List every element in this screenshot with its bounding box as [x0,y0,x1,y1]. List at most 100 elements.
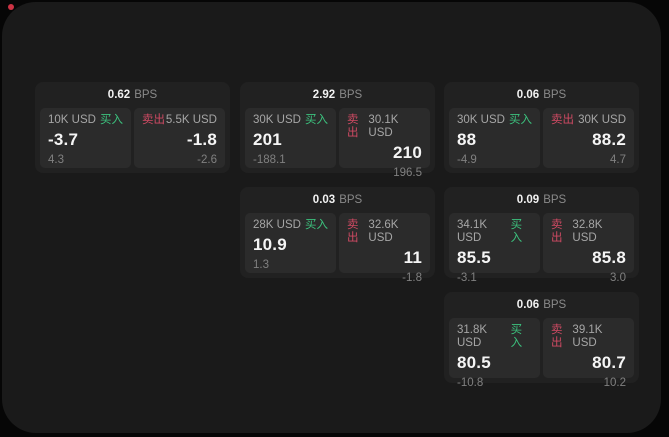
bps-value: 0.09 [516,194,540,206]
buy-notional: 30K USD [253,114,301,126]
bps-unit-label: BPS [339,194,363,206]
buy-delta: -3.1 [457,272,477,284]
card-header: 0.06 BPS [444,292,639,318]
bps-unit-label: BPS [543,89,567,101]
sell-side-label: 卖出 [551,114,574,126]
sell-tile-header: 卖出 30K USD [551,114,626,127]
buy-delta: -4.9 [457,154,477,166]
sell-tile[interactable]: 卖出 30K USD 88.2 4.7 [543,108,634,168]
bps-value: 0.03 [312,194,336,206]
card-header: 2.92 BPS [240,82,435,108]
buy-tile[interactable]: 10K USD 买入 -3.7 4.3 [40,108,131,168]
buy-tile-header: 34.1K USD 买入 [457,219,532,245]
buy-delta: -10.8 [457,377,484,389]
buy-notional: 28K USD [253,219,301,231]
sell-notional: 32.6K USD [368,219,399,244]
recording-indicator-dot [8,4,14,10]
bps-unit-label: BPS [134,89,158,101]
sell-price: -1.8 [186,130,217,149]
sell-delta: 10.2 [603,377,626,389]
buy-price: 201 [253,130,282,149]
sell-tile[interactable]: 卖出 32.8K USD 85.8 3.0 [543,213,634,284]
card-header: 0.06 BPS [444,82,639,108]
sell-side-label: 卖出 [551,324,563,349]
sell-delta: 4.7 [610,154,626,166]
sell-delta: 196.5 [393,167,422,179]
sell-notional: 30K USD [578,114,626,126]
sell-price: 210 [393,143,422,162]
buy-price: 88 [457,130,477,149]
sell-notional: 30.1K USD [368,114,399,139]
buy-price: 10.9 [253,235,287,254]
sell-tile-header: 卖出 30.1K USD [347,114,422,140]
sell-tile-header: 卖出 32.8K USD [551,219,626,245]
sell-tile[interactable]: 卖出 32.6K USD 11 -1.8 [339,213,430,284]
card-header: 0.09 BPS [444,187,639,213]
sell-price: 85.8 [592,248,626,267]
bps-unit-label: BPS [339,89,363,101]
sell-tile[interactable]: 卖出 30.1K USD 210 196.5 [339,108,430,179]
buy-side-label: 买入 [510,219,523,244]
buy-notional: 34.1K USD [457,219,488,244]
card-header: 0.62 BPS [35,82,230,108]
sell-delta: -2.6 [197,154,217,166]
sell-notional: 39.1K USD [572,324,603,349]
buy-tile-header: 30K USD 买入 [457,114,532,127]
buy-side-label: 买入 [100,114,123,126]
buy-price: 85.5 [457,248,491,267]
buy-tile[interactable]: 34.1K USD 买入 85.5 -3.1 [449,213,540,284]
sell-tile-header: 卖出 5.5K USD [142,114,217,127]
sell-price: 88.2 [592,130,626,149]
sell-price: 11 [403,248,422,267]
buy-side-label: 买入 [305,114,328,126]
buy-delta: 4.3 [48,154,64,166]
card-header: 0.03 BPS [240,187,435,213]
buy-delta: -188.1 [253,154,286,166]
buy-tile-header: 31.8K USD 买入 [457,324,532,350]
quote-card: 2.92 BPS 30K USD 买入 201 -188.1 卖出 30.1K … [240,82,435,179]
sell-delta: -1.8 [402,272,422,284]
buy-side-label: 买入 [509,114,532,126]
buy-price: -3.7 [48,130,79,149]
sell-price: 80.7 [592,353,626,372]
buy-side-label: 买入 [305,219,328,231]
quote-card: 0.09 BPS 34.1K USD 买入 85.5 -3.1 卖出 32.8K… [444,187,639,284]
bps-value: 0.06 [516,299,540,311]
buy-sell-panes: 28K USD 买入 10.9 1.3 卖出 32.6K USD 11 -1.8 [240,213,435,284]
buy-sell-panes: 31.8K USD 买入 80.5 -10.8 卖出 39.1K USD 80.… [444,318,639,389]
buy-tile[interactable]: 30K USD 买入 201 -188.1 [245,108,336,168]
buy-tile-header: 30K USD 买入 [253,114,328,127]
quote-card: 0.62 BPS 10K USD 买入 -3.7 4.3 卖出 5.5K USD… [35,82,230,173]
sell-side-label: 卖出 [551,219,563,244]
buy-price: 80.5 [457,353,491,372]
bps-value: 0.06 [516,89,540,101]
buy-sell-panes: 30K USD 买入 88 -4.9 卖出 30K USD 88.2 4.7 [444,108,639,168]
bps-unit-label: BPS [543,194,567,206]
buy-side-label: 买入 [510,324,523,349]
quote-card: 0.03 BPS 28K USD 买入 10.9 1.3 卖出 32.6K US… [240,187,435,284]
buy-delta: 1.3 [253,259,269,271]
buy-notional: 30K USD [457,114,505,126]
buy-tile-header: 10K USD 买入 [48,114,123,127]
quote-card: 0.06 BPS 30K USD 买入 88 -4.9 卖出 30K USD 8… [444,82,639,173]
buy-tile[interactable]: 31.8K USD 买入 80.5 -10.8 [449,318,540,389]
sell-notional: 32.8K USD [572,219,603,244]
bps-unit-label: BPS [543,299,567,311]
buy-notional: 31.8K USD [457,324,488,349]
buy-sell-panes: 30K USD 买入 201 -188.1 卖出 30.1K USD 210 1… [240,108,435,179]
buy-tile[interactable]: 28K USD 买入 10.9 1.3 [245,213,336,273]
buy-sell-panes: 34.1K USD 买入 85.5 -3.1 卖出 32.8K USD 85.8… [444,213,639,284]
sell-notional: 5.5K USD [165,114,217,126]
sell-tile[interactable]: 卖出 39.1K USD 80.7 10.2 [543,318,634,389]
buy-tile[interactable]: 30K USD 买入 88 -4.9 [449,108,540,168]
quote-card: 0.06 BPS 31.8K USD 买入 80.5 -10.8 卖出 39.1… [444,292,639,389]
bps-value: 0.62 [107,89,131,101]
buy-tile-header: 28K USD 买入 [253,219,328,232]
sell-side-label: 卖出 [347,114,359,139]
sell-side-label: 卖出 [347,219,359,244]
sell-tile[interactable]: 卖出 5.5K USD -1.8 -2.6 [134,108,225,168]
sell-tile-header: 卖出 39.1K USD [551,324,626,350]
buy-sell-panes: 10K USD 买入 -3.7 4.3 卖出 5.5K USD -1.8 -2.… [35,108,230,168]
